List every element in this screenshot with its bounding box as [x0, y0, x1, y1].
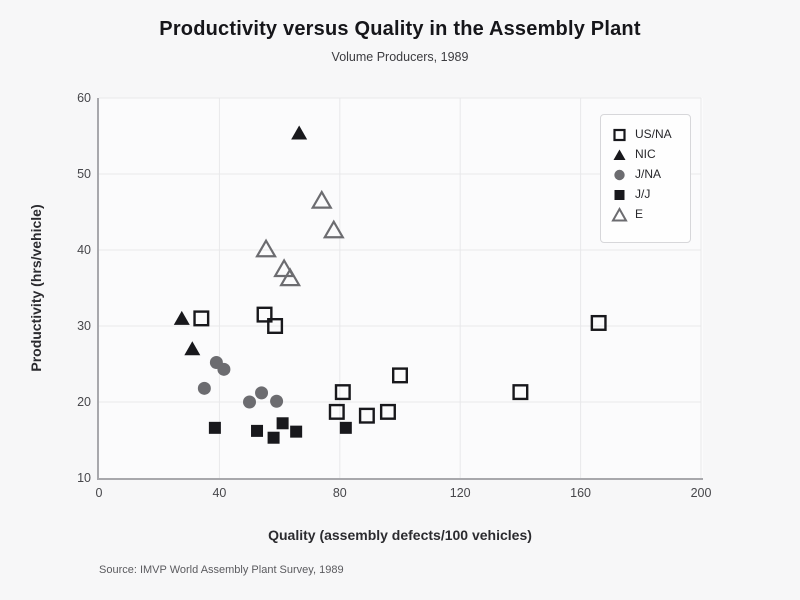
data-point-j-na — [197, 381, 211, 395]
legend-marker-j-j — [614, 189, 625, 200]
y-tick-label-40: 40 — [77, 243, 91, 257]
x-tick-label-0: 0 — [95, 486, 103, 500]
data-point-e — [279, 267, 302, 287]
legend-item-j-na: J/NA — [601, 164, 690, 184]
x-tick-label-120: 120 — [449, 486, 471, 500]
data-point-j-j — [251, 424, 264, 437]
legend-item-us-na: US/NA — [601, 124, 690, 144]
y-tick-label-50: 50 — [77, 167, 91, 181]
data-point-us-na — [379, 403, 396, 420]
legend-square-filled-icon — [614, 189, 625, 200]
data-point-nic — [184, 341, 201, 356]
legend-triangle-open-icon — [611, 206, 628, 221]
legend-label-j-na: J/NA — [635, 167, 662, 181]
data-point-j-na — [270, 394, 284, 408]
data-point-us-na — [512, 384, 529, 401]
source-note: Source: IMVP World Assembly Plant Survey… — [99, 564, 344, 576]
data-point-e — [322, 219, 345, 239]
x-tick-label-40: 40 — [212, 486, 227, 500]
data-point-j-j — [290, 425, 303, 438]
data-point-j-j — [339, 421, 352, 434]
chart-title: Productivity versus Quality in the Assem… — [159, 18, 641, 40]
legend-label-nic: NIC — [635, 147, 656, 161]
data-point-nic — [291, 125, 308, 140]
x-tick-label-160: 160 — [570, 486, 592, 500]
data-point-j-na — [255, 386, 269, 400]
legend-item-j-j: J/J — [601, 184, 690, 204]
data-point-j-j — [276, 417, 289, 430]
chart-subtitle: Volume Producers, 1989 — [331, 50, 469, 64]
legend: US/NA NIC J/NA J/J E — [600, 114, 691, 243]
data-point-j-j — [267, 431, 280, 444]
legend-item-nic: NIC — [601, 144, 690, 164]
data-point-j-na — [243, 395, 256, 409]
data-point-e — [310, 189, 333, 209]
data-point-us-na — [267, 317, 284, 334]
legend-marker-j-na — [614, 169, 625, 180]
legend-circle-filled-icon — [614, 169, 625, 180]
x-tick-label-80: 80 — [332, 486, 347, 500]
legend-marker-us-na — [613, 128, 626, 141]
data-point-us-na — [334, 384, 351, 401]
data-point-us-na — [358, 407, 375, 424]
y-tick-label-60: 60 — [77, 91, 91, 105]
data-point-e — [255, 238, 277, 258]
data-point-us-na — [328, 403, 345, 420]
data-point-j-na — [217, 362, 231, 376]
data-point-us-na — [193, 310, 210, 327]
data-point-us-na — [392, 367, 409, 384]
legend-marker-nic — [613, 149, 626, 160]
legend-label-us-na: US/NA — [635, 127, 672, 141]
data-point-j-j — [208, 421, 221, 434]
legend-item-e: E — [601, 204, 690, 224]
legend-square-open-icon — [613, 128, 626, 141]
data-point-nic — [173, 310, 190, 325]
y-tick-label-10: 10 — [77, 471, 91, 485]
legend-marker-e — [611, 206, 628, 221]
y-tick-label-20: 20 — [77, 395, 91, 409]
x-axis-label: Quality (assembly defects/100 vehicles) — [268, 527, 532, 543]
data-point-us-na — [590, 314, 607, 331]
legend-triangle-filled-icon — [613, 149, 626, 160]
legend-label-j-j: J/J — [635, 187, 651, 201]
legend-label-e: E — [635, 207, 644, 221]
data-point-us-na — [256, 306, 273, 323]
data-point-e — [273, 258, 296, 278]
y-axis-label: Productivity (hrs/vehicle) — [28, 204, 44, 372]
x-tick-label-200: 200 — [690, 486, 712, 500]
y-tick-label-30: 30 — [77, 319, 91, 333]
